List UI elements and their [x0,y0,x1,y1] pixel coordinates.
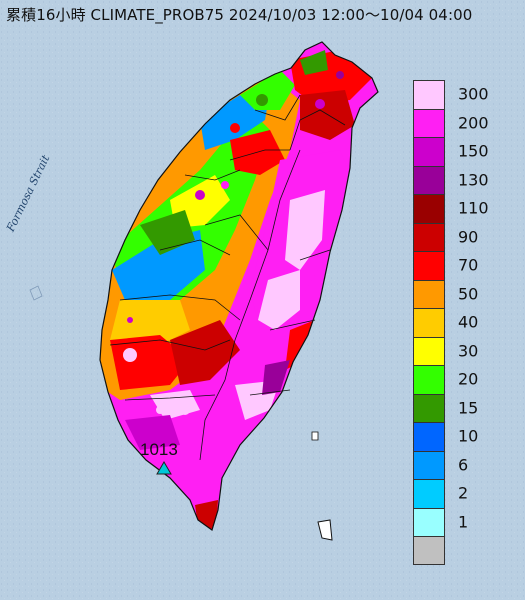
legend-swatch [413,137,445,166]
legend-swatch [413,279,445,308]
color-legend [413,80,447,565]
map-title: 累積16小時 CLIMATE_PROB75 2024/10/03 12:00～1… [6,6,473,24]
legend-swatch [413,365,445,394]
legend-swatch [413,194,445,223]
legend-swatch [413,536,445,565]
legend-label: 2 [458,483,469,503]
legend-label: 300 [458,84,489,104]
green-island [311,431,319,441]
legend-label: 10 [458,426,479,446]
legend-label: 50 [458,284,479,304]
legend-swatch [413,393,445,422]
admin-boundaries [99,41,379,531]
legend-swatch [413,450,445,479]
legend-label: 150 [458,141,489,161]
pressure-label: 1013 [140,440,178,459]
legend-label: 130 [458,170,489,190]
legend-label: 70 [458,255,479,275]
legend-swatch [413,479,445,508]
legend-swatch [413,80,445,109]
pressure-marker-icon [156,461,172,475]
legend-swatch [413,507,445,536]
legend-label: 15 [458,398,479,418]
legend-swatch [413,308,445,337]
penghu-outline [29,285,43,301]
legend-swatch [413,336,445,365]
legend-label: 200 [458,113,489,133]
lanyu-island [317,519,333,541]
legend-swatch [413,165,445,194]
legend-label: 20 [458,369,479,389]
legend-label: 40 [458,312,479,332]
legend-label: 90 [458,227,479,247]
legend-swatch [413,251,445,280]
legend-swatch [413,108,445,137]
legend-swatch [413,422,445,451]
legend-swatch [413,222,445,251]
legend-label: 30 [458,341,479,361]
legend-label: 6 [458,455,469,475]
legend-label: 1 [458,512,469,532]
legend-label: 110 [458,198,489,218]
